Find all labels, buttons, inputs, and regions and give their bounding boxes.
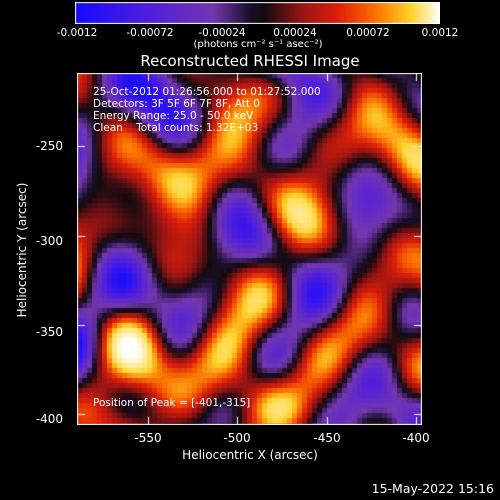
colorbar-tick: 0.0012 <box>421 27 459 39</box>
peak-position-label: Position of Peak = [-401,-315] <box>93 397 251 409</box>
colorbar-tick: -0.00072 <box>126 27 174 39</box>
colorbar-tick: 0.00072 <box>346 27 390 39</box>
plot-timestamp: 15-May-2022 15:16 <box>371 481 494 496</box>
x-tick-label: -550 <box>134 431 162 445</box>
y-tick-label: -300 <box>35 234 63 248</box>
x-axis-label: Heliocentric X (arcsec) <box>182 448 318 462</box>
x-tick-label: -400 <box>402 431 430 445</box>
y-tick-label: -250 <box>35 139 63 153</box>
annotation-clean-counts: Clean Total counts: 1.32E+03 <box>93 122 259 134</box>
colorbar-tick: 0.00024 <box>273 27 317 39</box>
chart-title: Reconstructed RHESSI Image <box>140 52 360 70</box>
annotation-time-range: 25-Oct-2012 01:26:56.000 to 01:27:52.000 <box>93 86 321 98</box>
colorbar <box>75 2 440 24</box>
image-plot <box>77 73 422 425</box>
colorbar-tick: -0.00024 <box>198 27 246 39</box>
colorbar-unit: (photons cm⁻² s⁻¹ asec⁻²) <box>193 39 323 50</box>
y-tick-label: -350 <box>35 325 63 339</box>
y-axis-label: Heliocentric Y (arcsec) <box>15 182 29 318</box>
y-tick-label: -400 <box>35 412 63 426</box>
annotation-detectors: Detectors: 3F 5F 6F 7F 8F, Att 0 <box>93 98 260 110</box>
annotation-energy-range: Energy Range: 25.0 - 50.0 keV <box>93 110 254 122</box>
x-tick-label: -500 <box>223 431 251 445</box>
colorbar-tick: -0.0012 <box>56 27 98 39</box>
x-tick-label: -450 <box>313 431 341 445</box>
